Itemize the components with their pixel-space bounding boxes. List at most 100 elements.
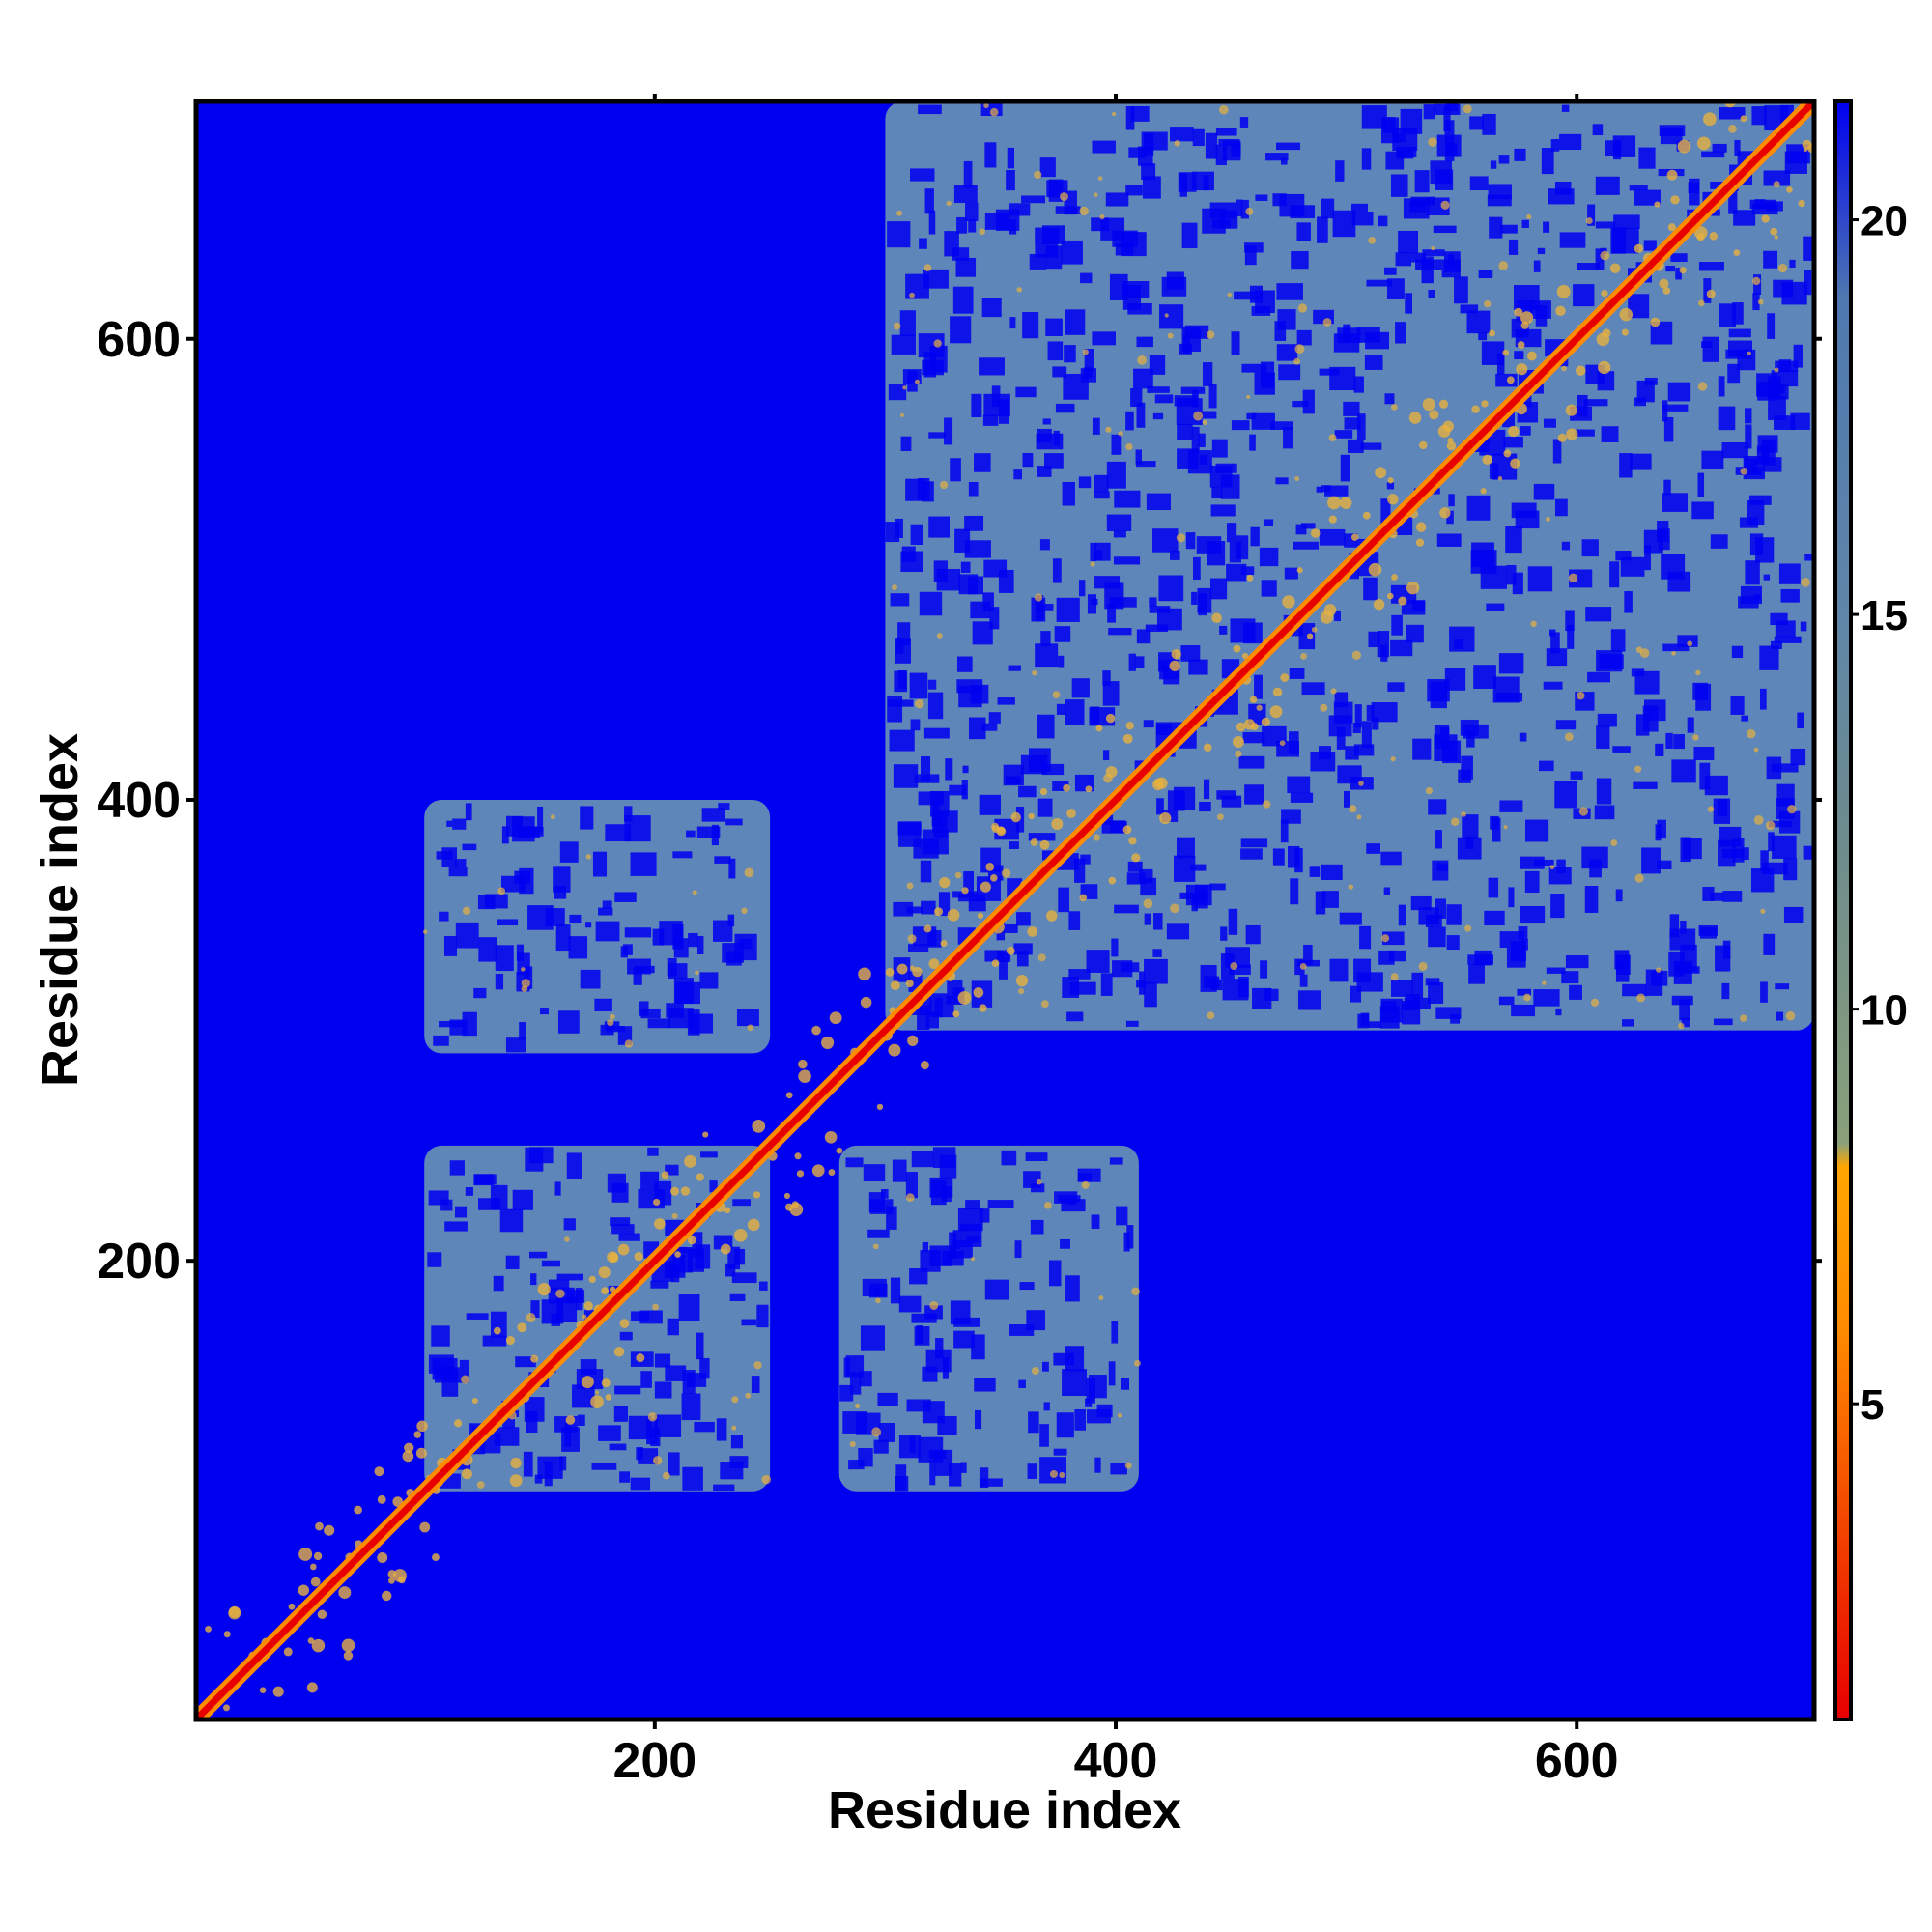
contact-gap	[1158, 575, 1184, 602]
contact-gap	[1290, 792, 1314, 803]
contact-gap	[1490, 815, 1499, 830]
contact-gap	[897, 822, 922, 836]
diagonal-speckle	[811, 1164, 825, 1178]
diagonal-speckle	[1438, 399, 1449, 409]
contact-gap	[697, 935, 704, 954]
contact-gap	[1366, 279, 1392, 287]
contact-gap	[701, 808, 726, 822]
contact-gap	[1128, 147, 1146, 158]
contact-gap	[1102, 681, 1120, 706]
contact-gap	[1037, 798, 1053, 817]
contact-gap	[1390, 980, 1413, 997]
contact-gap	[989, 607, 1000, 630]
contact-gap	[998, 569, 1014, 593]
contact-gap	[439, 911, 449, 922]
colorbar-ticks: 5 10 15 20	[1851, 198, 1908, 1429]
contact-gap	[1043, 453, 1064, 469]
contact-gap	[1366, 843, 1381, 854]
contact-gap	[1276, 344, 1298, 361]
contact-gap	[1444, 120, 1455, 136]
contact-gap	[666, 1003, 684, 1018]
contact-gap	[1115, 243, 1134, 256]
near-contact	[1059, 1471, 1065, 1479]
contact-gap	[1663, 479, 1671, 496]
contact-gap	[553, 866, 571, 893]
near-contact	[875, 1297, 881, 1304]
contact-gap	[1391, 174, 1408, 197]
contact-gap	[1662, 493, 1688, 512]
contact-gap	[609, 1443, 627, 1451]
contact-gap	[1104, 582, 1124, 610]
contact-gap	[1191, 426, 1200, 454]
contact-gap	[1610, 629, 1626, 652]
diagonal-speckle	[583, 1301, 593, 1311]
contact-gap	[1414, 170, 1430, 193]
contact-gap	[1728, 188, 1738, 214]
contact-gap	[1628, 294, 1650, 319]
contact-gap	[1378, 950, 1395, 965]
contact-gap	[1713, 1018, 1733, 1026]
contact-gap	[1435, 169, 1454, 190]
contact-gap	[981, 298, 1002, 318]
contact-gap	[900, 436, 912, 452]
near-contact	[1082, 349, 1089, 355]
contact-gap	[1435, 830, 1442, 849]
near-contact	[1545, 517, 1550, 522]
contact-gap	[465, 1186, 473, 1196]
contact-gap	[1454, 276, 1468, 304]
contact-gap	[545, 908, 565, 926]
contact-gap	[1149, 355, 1166, 375]
contact-gap	[887, 221, 911, 248]
contact-gap	[1492, 817, 1501, 842]
contact-gap	[1231, 331, 1240, 355]
diagonal-speckle	[341, 1638, 355, 1653]
diagonal-speckle	[1079, 894, 1088, 902]
contact-gap	[1136, 461, 1156, 468]
contact-gap	[1398, 230, 1418, 254]
contact-gap	[898, 1295, 922, 1313]
contact-gap	[1662, 404, 1689, 412]
near-contact	[1124, 1462, 1132, 1469]
colorbar-frame	[1833, 99, 1853, 1721]
contact-gap	[952, 1230, 961, 1250]
contact-gap	[1520, 856, 1545, 869]
contact-gap	[1035, 643, 1059, 668]
near-contact	[1246, 394, 1251, 400]
diagonal-speckle	[828, 1169, 836, 1176]
near-contact	[1576, 691, 1585, 700]
contact-gap	[1094, 474, 1109, 493]
contact-gap	[1554, 498, 1568, 517]
contact-gap	[1756, 445, 1770, 465]
near-contact	[1052, 691, 1061, 699]
diagonal-speckle	[654, 1218, 666, 1230]
contact-gap	[1237, 976, 1249, 998]
diagonal-speckle	[505, 1335, 515, 1346]
contact-gap	[1620, 556, 1645, 577]
contact-gap	[1036, 604, 1054, 611]
contact-gap	[1174, 395, 1198, 407]
diagonal-speckle	[462, 1468, 472, 1480]
contact-gap	[1612, 746, 1631, 753]
contact-gap	[974, 1378, 996, 1392]
contact-gap	[1398, 904, 1406, 926]
contact-gap	[598, 1425, 621, 1441]
contact-gap	[980, 1478, 1003, 1487]
near-contact	[1526, 213, 1532, 220]
contact-gap	[1412, 738, 1432, 760]
contact-gap	[1541, 148, 1554, 175]
contact-gap	[1116, 1206, 1128, 1226]
contact-gap	[1741, 715, 1749, 722]
diagonal-speckle	[888, 1043, 901, 1057]
contact-gap	[1595, 176, 1620, 195]
diagonal-speckle	[979, 1004, 987, 1012]
contact-gap	[1065, 699, 1085, 725]
near-contact	[582, 1314, 587, 1320]
contact-gap	[1108, 1361, 1116, 1386]
near-contact	[989, 107, 999, 117]
contact-gap	[1052, 366, 1067, 378]
near-contact	[1440, 200, 1450, 210]
contact-gap	[968, 576, 983, 595]
contact-gap	[1561, 104, 1570, 112]
diagonal-speckle	[517, 1322, 527, 1333]
contact-gap	[1278, 364, 1301, 381]
